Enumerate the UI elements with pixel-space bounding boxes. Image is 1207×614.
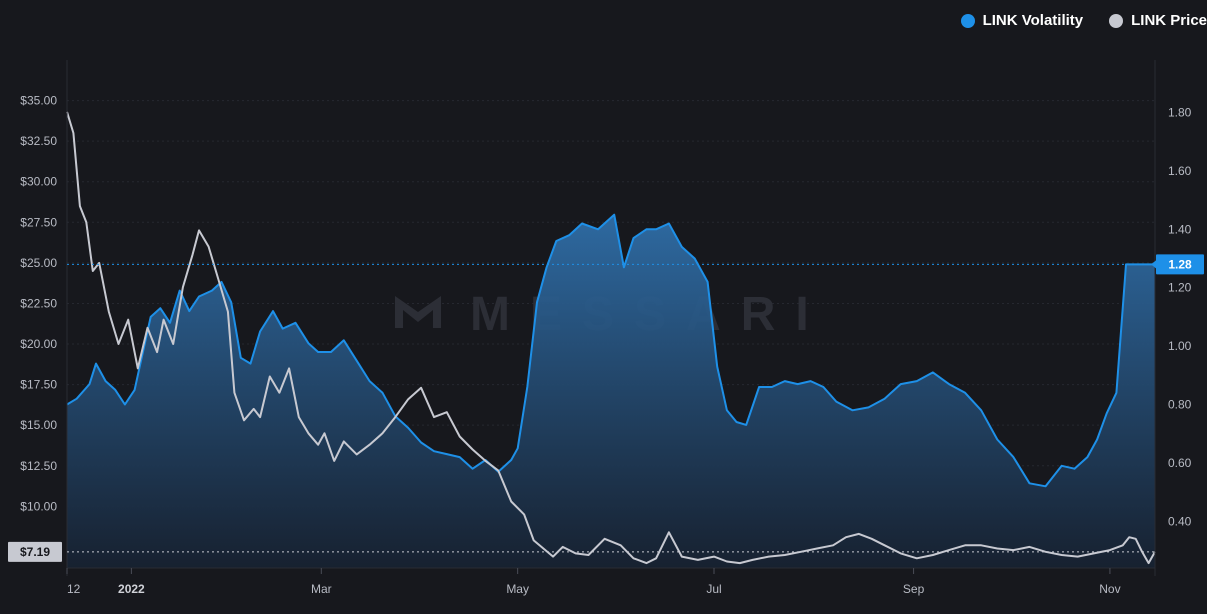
legend-item-price[interactable]: LINK Price [1109,12,1207,29]
legend-label-volatility: LINK Volatility [982,12,1084,29]
price-dot-icon [1109,13,1124,28]
y-left-tick-label: $12.50 [20,459,57,473]
volatility-line [66,213,1155,488]
y-right-tick-label: 1.60 [1168,164,1192,178]
current-value-markers: 1.28 $7.19 [8,254,1204,562]
y-left-tick-label: $17.50 [20,378,57,392]
volatility-current-label: 1.28 [1168,257,1192,271]
volatility-dot-icon [960,13,975,28]
y-left-tick-label: $15.00 [20,418,57,432]
y-right-tick-label: 0.60 [1168,456,1192,470]
axes: $10.00 $12.50 $15.00 $17.50 $20.00 $22.50 $25.… [20,60,1192,596]
volatility-current-badge [1156,254,1204,275]
y-right-tick-label: 1.80 [1168,106,1192,120]
series-lines [66,111,1156,565]
volatility-area-fill [67,214,1155,568]
y-left-tick-label: $35.00 [20,94,57,108]
messari-logo-icon [395,296,441,328]
y-right-tick-label: 1.40 [1168,222,1192,236]
x-tick-label: 2022 [118,582,145,596]
volatility-area [67,214,1155,568]
price-current-badge [8,541,62,562]
y-left-tick-label: $20.00 [20,337,57,351]
x-tick-label: May [506,582,529,596]
volatility-badge-arrow [1151,260,1156,269]
chart-legend: LINK Volatility LINK Price [960,12,1207,29]
x-tick-label: Mar [311,582,332,596]
logo-mark [395,296,441,328]
x-tick-label: 12 [67,582,81,596]
y-right-tick-label: 1.00 [1168,339,1192,353]
y-right-tick-label: 0.80 [1168,398,1192,412]
x-tick-label: Nov [1099,582,1120,596]
y-right-tick-label: 1.20 [1168,281,1192,295]
y-right-tick-label: 0.40 [1168,514,1192,528]
y-left-tick-label: $22.50 [20,296,57,310]
y-left-tick-label: $27.50 [20,215,57,229]
price-current-label: $7.19 [20,545,50,559]
x-tick-label: Sep [903,582,925,596]
price-line [66,111,1156,565]
y-left-tick-label: $32.50 [20,134,57,148]
legend-label-price: LINK Price [1131,12,1207,29]
y-left-tick-label: $25.00 [20,256,57,270]
legend-item-volatility[interactable]: LINK Volatility [960,12,1084,29]
x-tick-label: Jul [706,582,721,596]
y-left-tick-label: $30.00 [20,175,57,189]
y-left-tick-label: $10.00 [20,499,57,513]
